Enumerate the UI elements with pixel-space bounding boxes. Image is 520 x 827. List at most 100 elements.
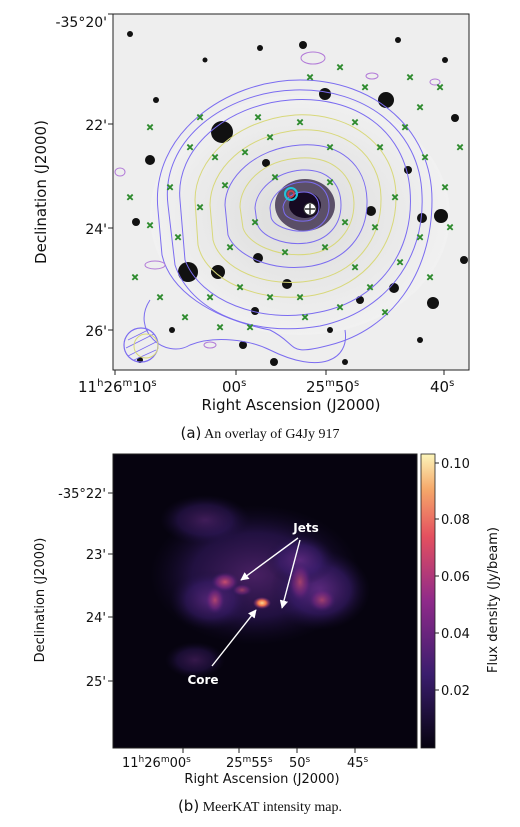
a-ytick-0: -35°20' [55, 15, 107, 31]
svg-text:×: × [211, 153, 219, 163]
label-jets: Jets [292, 521, 318, 535]
svg-text:×: × [251, 218, 259, 228]
svg-text:×: × [221, 181, 229, 191]
cbar-tick-2: 0.06 [441, 570, 470, 585]
svg-text:×: × [456, 143, 464, 153]
b-xtick-1: 25m55s [226, 755, 273, 771]
b-ytick-1: 23' [86, 548, 106, 563]
svg-text:×: × [146, 221, 154, 231]
cbar-tick-1: 0.08 [441, 513, 470, 528]
svg-text:×: × [366, 283, 374, 293]
svg-text:×: × [196, 113, 204, 123]
b-xlabel: Right Ascension (J2000) [184, 772, 339, 787]
svg-text:×: × [241, 148, 249, 158]
radio-contours [114, 51, 441, 364]
svg-text:×: × [336, 303, 344, 313]
panel-a-image: ××× ××× ××× ××× ××× ××× ××× ××× × ×× ××× … [113, 14, 469, 370]
svg-text:×: × [254, 113, 262, 123]
svg-text:×: × [326, 143, 334, 153]
b-xtick-3: 45s [347, 755, 369, 771]
a-xtick-1: 00s [222, 378, 246, 396]
svg-text:×: × [206, 293, 214, 303]
caption-b-text: MeerKAT intensity map. [202, 800, 343, 815]
svg-text:×: × [396, 258, 404, 268]
svg-text:11h26m10s: 11h26m10s [78, 378, 157, 396]
panel-b-image [113, 454, 417, 748]
svg-text:×: × [131, 273, 139, 283]
b-ytick-2: 24' [86, 611, 106, 626]
a-xtick-3: 40s [430, 378, 454, 396]
a-ylabel: Declination (J2000) [32, 120, 50, 264]
a-ytick-1: 22' [85, 118, 107, 134]
a-ytick-2: 24' [85, 222, 107, 238]
caption-b: (b) MeerKAT intensity map. [0, 797, 520, 816]
caption-a: (a) An overlay of G4Jy 917 [0, 424, 520, 443]
b-ylabel: Declination (J2000) [33, 538, 48, 663]
svg-text:×: × [336, 63, 344, 73]
svg-text:×: × [421, 153, 429, 163]
svg-text:×: × [166, 183, 174, 193]
svg-text:×: × [296, 118, 304, 128]
host-ring-marker [284, 187, 298, 201]
svg-text:×: × [351, 263, 359, 273]
a-xtick-2: 25m50s [306, 378, 359, 396]
host-inner-marker [287, 190, 295, 198]
cbar-tick-0: 0.10 [441, 457, 470, 472]
a-xlabel: Right Ascension (J2000) [201, 396, 380, 414]
svg-text:×: × [281, 248, 289, 258]
centroid-marker [303, 202, 317, 216]
colorbar-label: Flux density (Jy/beam) [486, 527, 501, 673]
svg-text:×: × [321, 243, 329, 253]
a-ytick-3: 26' [85, 324, 107, 340]
svg-text:×: × [416, 233, 424, 243]
svg-text:×: × [181, 313, 189, 323]
svg-text:×: × [441, 183, 449, 193]
svg-text:×: × [436, 83, 444, 93]
beam-ellipses [123, 327, 159, 363]
svg-text:×: × [271, 173, 279, 183]
svg-text:×: × [226, 243, 234, 253]
svg-text:×: × [186, 143, 194, 153]
caption-a-label: (a) [180, 424, 202, 442]
svg-text:×: × [301, 313, 309, 323]
svg-text:×: × [156, 293, 164, 303]
b-xtick-2: 50s [289, 755, 311, 771]
svg-text:×: × [126, 193, 134, 203]
a-xtick-0: 11h26m10s [78, 378, 157, 396]
svg-text:×: × [196, 203, 204, 213]
svg-text:×: × [146, 123, 154, 133]
svg-text:×: × [406, 73, 414, 83]
cbar-tick-3: 0.04 [441, 627, 470, 642]
b-ytick-0: -35°22' [58, 487, 106, 502]
annotations: Jets Core [187, 521, 318, 687]
svg-text:×: × [361, 83, 369, 93]
b-ytick-3: 25' [86, 675, 106, 690]
svg-text:×: × [246, 323, 254, 333]
catalogue-markers: ××× ××× ××× ××× ××× ××× ××× ××× × ×× ××× … [126, 62, 465, 333]
svg-text:×: × [416, 103, 424, 113]
svg-text:×: × [236, 283, 244, 293]
svg-text:×: × [401, 123, 409, 133]
svg-text:×: × [391, 193, 399, 203]
svg-text:×: × [446, 223, 454, 233]
caption-b-label: (b) [177, 797, 200, 815]
svg-text:×: × [296, 293, 304, 303]
b-xtick-0: 11h26m00s [122, 755, 191, 771]
svg-text:×: × [306, 73, 314, 83]
svg-text:×: × [426, 273, 434, 283]
cbar-tick-4: 0.02 [441, 684, 470, 699]
svg-text:×: × [266, 293, 274, 303]
svg-text:×: × [341, 218, 349, 228]
svg-text:×: × [216, 323, 224, 333]
svg-text:×: × [351, 118, 359, 128]
svg-text:×: × [266, 133, 274, 143]
label-core: Core [187, 673, 218, 687]
svg-text:×: × [174, 233, 182, 243]
colorbar [420, 453, 436, 749]
caption-a-text: An overlay of G4Jy 917 [204, 427, 340, 442]
svg-text:×: × [381, 308, 389, 318]
svg-text:×: × [371, 223, 379, 233]
svg-text:×: × [326, 178, 334, 188]
svg-text:×: × [376, 143, 384, 153]
